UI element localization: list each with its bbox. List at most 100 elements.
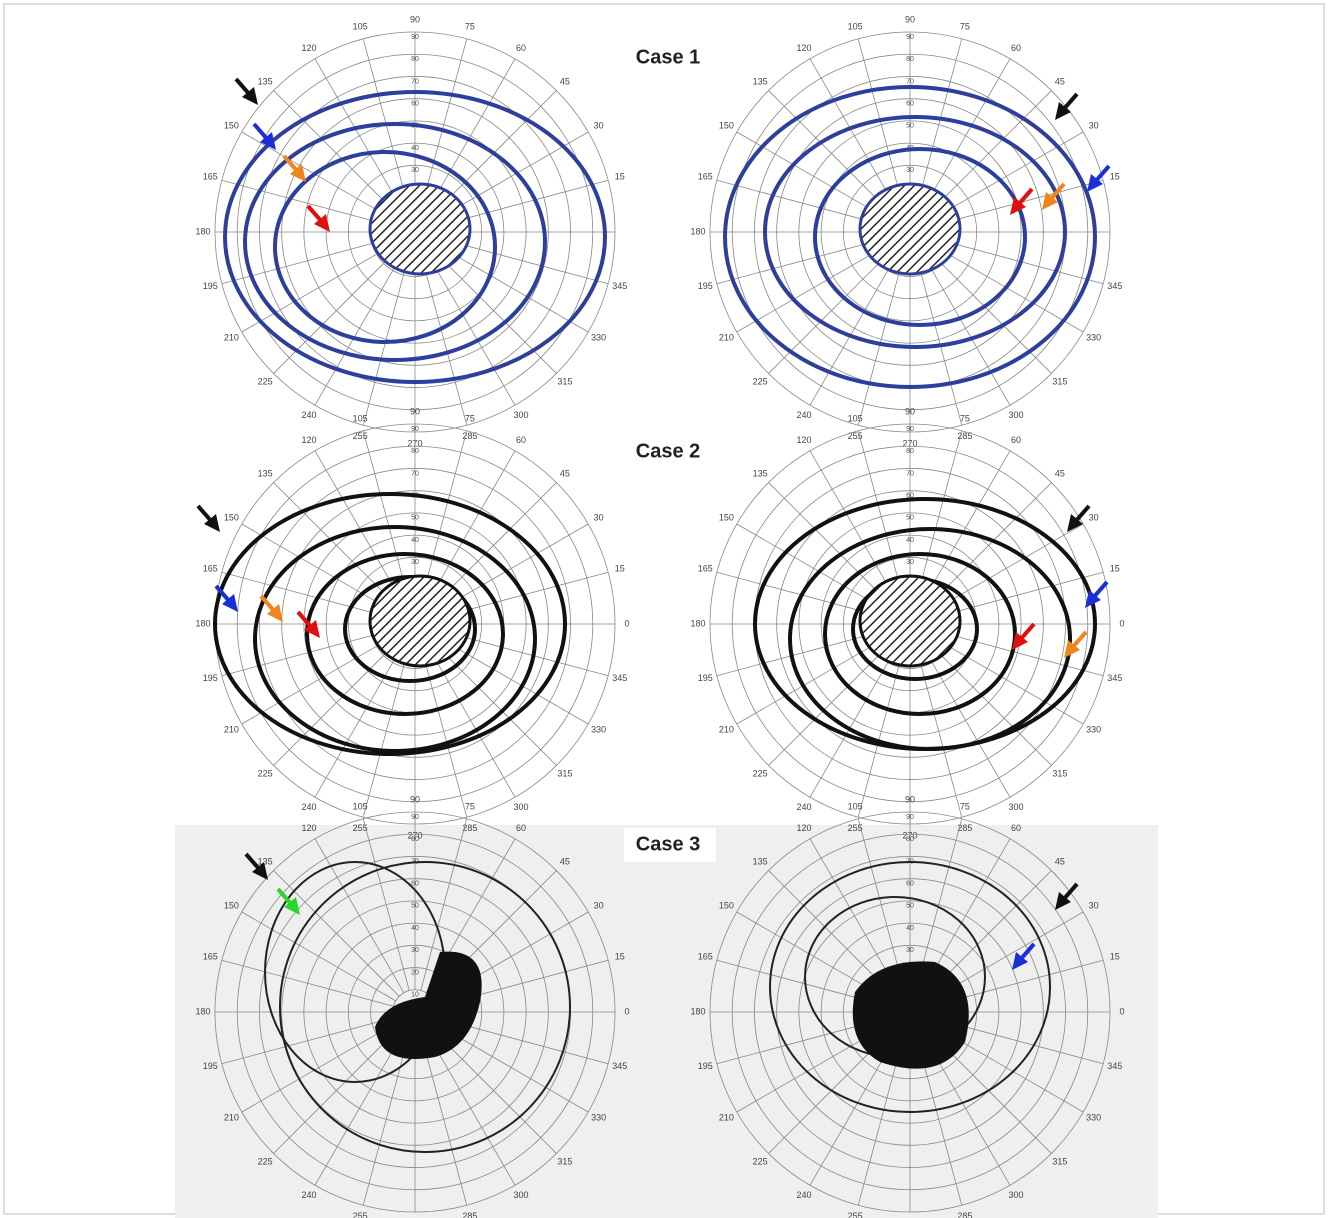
angle-label: 315 [557, 1156, 572, 1166]
angle-label: 225 [258, 1156, 273, 1166]
radial-label: 60 [411, 101, 419, 108]
radial-label: 70 [411, 470, 419, 477]
angle-label: 30 [594, 512, 604, 522]
grid-spoke [810, 643, 899, 797]
radial-label: 80 [411, 448, 419, 455]
scotoma [370, 576, 470, 666]
angle-label: 0 [624, 1006, 629, 1016]
radial-label: 30 [411, 167, 419, 174]
angle-label: 330 [591, 724, 606, 734]
angle-label: 15 [1110, 564, 1120, 574]
figure: 1530456075901051201351501651801952102252… [0, 0, 1328, 1218]
radial-label: 30 [906, 167, 914, 174]
radial-label: 70 [411, 78, 419, 85]
angle-label: 225 [753, 768, 768, 778]
angle-label: 195 [203, 673, 218, 683]
angle-label: 225 [258, 768, 273, 778]
case-label: Case 1 [636, 46, 701, 68]
angle-label: 240 [796, 802, 811, 812]
visual-field-panel: 0153045607590105120135150165180195210225… [195, 406, 629, 840]
angle-label: 0 [1119, 1006, 1124, 1016]
grid-spoke [421, 645, 467, 817]
radial-label: 40 [411, 537, 419, 544]
angle-label: 345 [612, 281, 627, 291]
angle-label: 210 [224, 332, 239, 342]
angle-label: 15 [1110, 172, 1120, 182]
radial-label: 90 [906, 814, 914, 821]
angle-label: 75 [960, 22, 970, 32]
angle-label: 60 [516, 43, 526, 53]
angle-label: 300 [1008, 1190, 1023, 1200]
angle-label: 240 [301, 1190, 316, 1200]
angle-label: 300 [513, 1190, 528, 1200]
angle-label: 120 [301, 823, 316, 833]
angle-label: 180 [195, 226, 210, 236]
angle-label: 210 [224, 724, 239, 734]
angle-label: 60 [516, 435, 526, 445]
radial-label: 80 [906, 56, 914, 63]
angle-label: 315 [557, 768, 572, 778]
grid-spoke [921, 643, 1010, 797]
angle-label: 75 [465, 414, 475, 424]
radial-label: 90 [411, 426, 419, 433]
angle-label: 105 [848, 414, 863, 424]
case-label: Case 3 [636, 833, 701, 855]
scotoma [860, 576, 960, 666]
angle-label: 330 [1086, 1112, 1101, 1122]
angle-label: 120 [796, 823, 811, 833]
angle-label: 315 [1052, 768, 1067, 778]
angle-label: 165 [203, 564, 218, 574]
radial-label: 40 [906, 925, 914, 932]
angle-label: 60 [1011, 43, 1021, 53]
radial-label: 80 [411, 836, 419, 843]
angle-label: 120 [796, 43, 811, 53]
scotoma [860, 184, 960, 274]
angle-label: 195 [203, 281, 218, 291]
angle-label: 330 [1086, 724, 1101, 734]
radial-label: 80 [906, 836, 914, 843]
angle-label: 210 [719, 332, 734, 342]
radial-label: 50 [906, 903, 914, 910]
angle-label: 300 [1008, 410, 1023, 420]
angle-label: 30 [1089, 120, 1099, 130]
angle-label: 135 [258, 856, 273, 866]
angle-label: 150 [719, 120, 734, 130]
angle-label: 15 [615, 172, 625, 182]
radial-label: 60 [906, 101, 914, 108]
angle-label: 345 [1107, 673, 1122, 683]
angle-label: 165 [698, 564, 713, 574]
angle-label: 90 [905, 794, 915, 804]
grid-spoke [315, 643, 404, 797]
angle-label: 345 [612, 673, 627, 683]
angle-label: 330 [591, 1112, 606, 1122]
angle-label: 165 [203, 172, 218, 182]
radial-label: 80 [906, 448, 914, 455]
radial-label: 40 [411, 145, 419, 152]
angle-label: 15 [615, 952, 625, 962]
angle-label: 345 [612, 1061, 627, 1071]
angle-label: 300 [1008, 802, 1023, 812]
grid-spoke [916, 253, 962, 425]
angle-label: 90 [410, 406, 420, 416]
radial-label: 40 [906, 537, 914, 544]
angle-label: 135 [258, 76, 273, 86]
radial-label: 60 [906, 881, 914, 888]
visual-field-panel: 0153045607590105120135150165180195210225… [690, 406, 1124, 840]
radial-label: 30 [906, 559, 914, 566]
angle-label: 30 [594, 900, 604, 910]
angle-label: 150 [719, 900, 734, 910]
angle-label: 180 [690, 1006, 705, 1016]
radial-label: 50 [906, 515, 914, 522]
radial-label: 90 [906, 34, 914, 41]
angle-label: 105 [848, 22, 863, 32]
visual-field-panel: 1530456075901051201351501651801952102252… [690, 14, 1122, 448]
radial-label: 30 [411, 947, 419, 954]
angle-label: 315 [557, 376, 572, 386]
angle-label: 75 [960, 802, 970, 812]
angle-label: 195 [698, 673, 713, 683]
angle-label: 180 [195, 1006, 210, 1016]
angle-label: 225 [258, 376, 273, 386]
radial-label: 30 [411, 559, 419, 566]
angle-label: 135 [753, 856, 768, 866]
grid-spoke [769, 248, 895, 374]
